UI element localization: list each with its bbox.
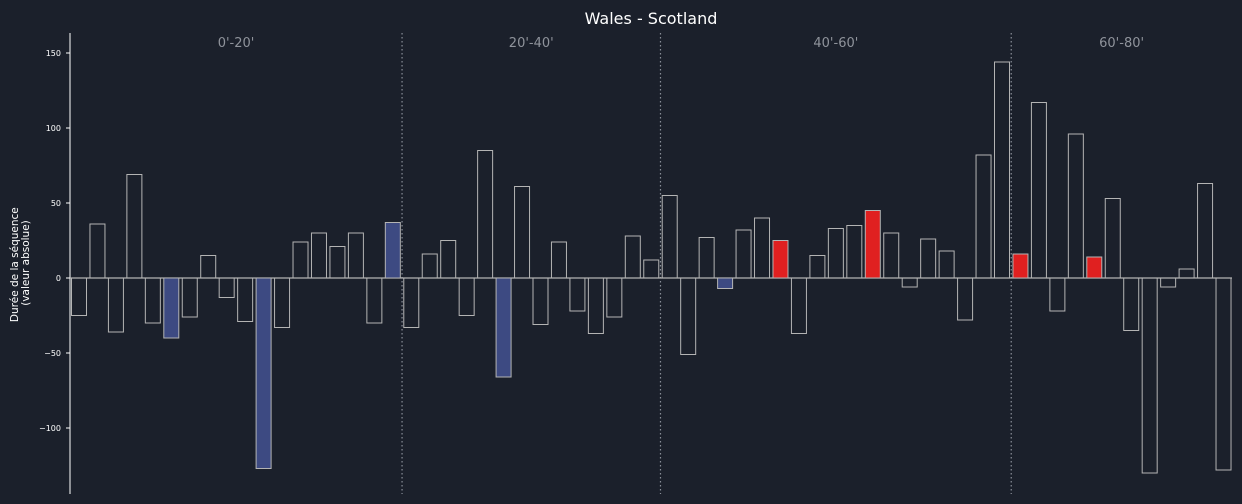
bar xyxy=(550,241,567,279)
chart-title: Wales - Scotland xyxy=(585,9,718,28)
bar xyxy=(310,232,327,279)
bar xyxy=(1141,277,1158,474)
bar xyxy=(71,277,87,316)
period-label: 60'-80' xyxy=(1099,36,1144,51)
y-tick-label: 100 xyxy=(46,124,61,133)
bar xyxy=(532,277,549,325)
y-axis-label-line2: (valeur absolue) xyxy=(20,220,32,306)
bar-scotland-highlight xyxy=(1086,256,1103,279)
bar xyxy=(1030,102,1047,279)
bar xyxy=(587,277,604,334)
bar xyxy=(458,277,475,316)
bar xyxy=(920,238,937,279)
bar-wales-highlight xyxy=(384,222,401,279)
bar xyxy=(938,250,955,279)
bar xyxy=(643,259,660,279)
bar xyxy=(957,277,974,321)
bar xyxy=(1049,277,1066,312)
bar xyxy=(809,255,826,279)
bar xyxy=(1123,277,1140,331)
bar xyxy=(107,277,124,333)
bar xyxy=(237,277,254,322)
bar xyxy=(181,277,198,318)
bar xyxy=(292,241,309,279)
bar xyxy=(846,225,863,279)
bar xyxy=(421,253,438,279)
bar xyxy=(514,186,531,279)
bar xyxy=(661,195,678,279)
bar xyxy=(698,237,715,279)
bar xyxy=(901,277,918,288)
bar xyxy=(1067,133,1084,279)
bar xyxy=(274,277,291,328)
bar xyxy=(403,277,420,328)
bar xyxy=(883,232,900,279)
bar-wales-highlight xyxy=(163,277,180,339)
bar-scotland-highlight xyxy=(772,240,789,279)
bars xyxy=(71,61,1232,474)
y-tick-label: −100 xyxy=(39,424,61,433)
y-axis-label: Durée de la séquence (valeur absolue) xyxy=(9,204,32,322)
bar xyxy=(89,223,106,279)
y-tick-label: 50 xyxy=(51,199,61,208)
bar xyxy=(569,277,586,312)
bar-wales-highlight xyxy=(717,277,734,289)
bar xyxy=(606,277,623,318)
bar-scotland-highlight xyxy=(1012,253,1029,279)
bar xyxy=(1160,277,1177,288)
bar xyxy=(1178,268,1195,279)
y-axis-label-line1: Durée de la séquence xyxy=(9,207,21,322)
bar xyxy=(827,228,844,279)
bar-wales-highlight xyxy=(255,277,272,469)
period-label: 0'-20' xyxy=(218,36,255,51)
bar xyxy=(680,277,697,355)
y-tick-label: 0 xyxy=(56,274,61,283)
bar xyxy=(440,240,457,279)
period-separators xyxy=(401,33,1012,494)
y-tick-label: −50 xyxy=(44,349,61,358)
bar xyxy=(144,277,161,324)
bar xyxy=(975,154,992,279)
bar xyxy=(994,61,1010,279)
bar xyxy=(1197,183,1214,279)
bar xyxy=(477,150,494,279)
bar xyxy=(1104,198,1121,279)
bar-wales-highlight xyxy=(495,277,512,378)
bar xyxy=(329,246,346,279)
bar xyxy=(126,174,143,279)
bar-scotland-highlight xyxy=(864,210,881,279)
bar xyxy=(200,255,217,279)
bar xyxy=(624,235,641,279)
bar xyxy=(1215,277,1232,471)
y-tick-label: 150 xyxy=(46,49,61,58)
period-labels: 0'-20' 20'-40' 40'-60' 60'-80' xyxy=(218,36,1144,51)
bar xyxy=(218,277,235,298)
bar xyxy=(735,229,752,279)
bar xyxy=(754,217,771,279)
bar xyxy=(366,277,383,324)
bar xyxy=(790,277,807,334)
y-ticks: −100 −50 0 50 100 150 xyxy=(39,49,70,433)
period-label: 20'-40' xyxy=(509,36,554,51)
bar xyxy=(347,232,364,279)
period-label: 40'-60' xyxy=(813,36,858,51)
